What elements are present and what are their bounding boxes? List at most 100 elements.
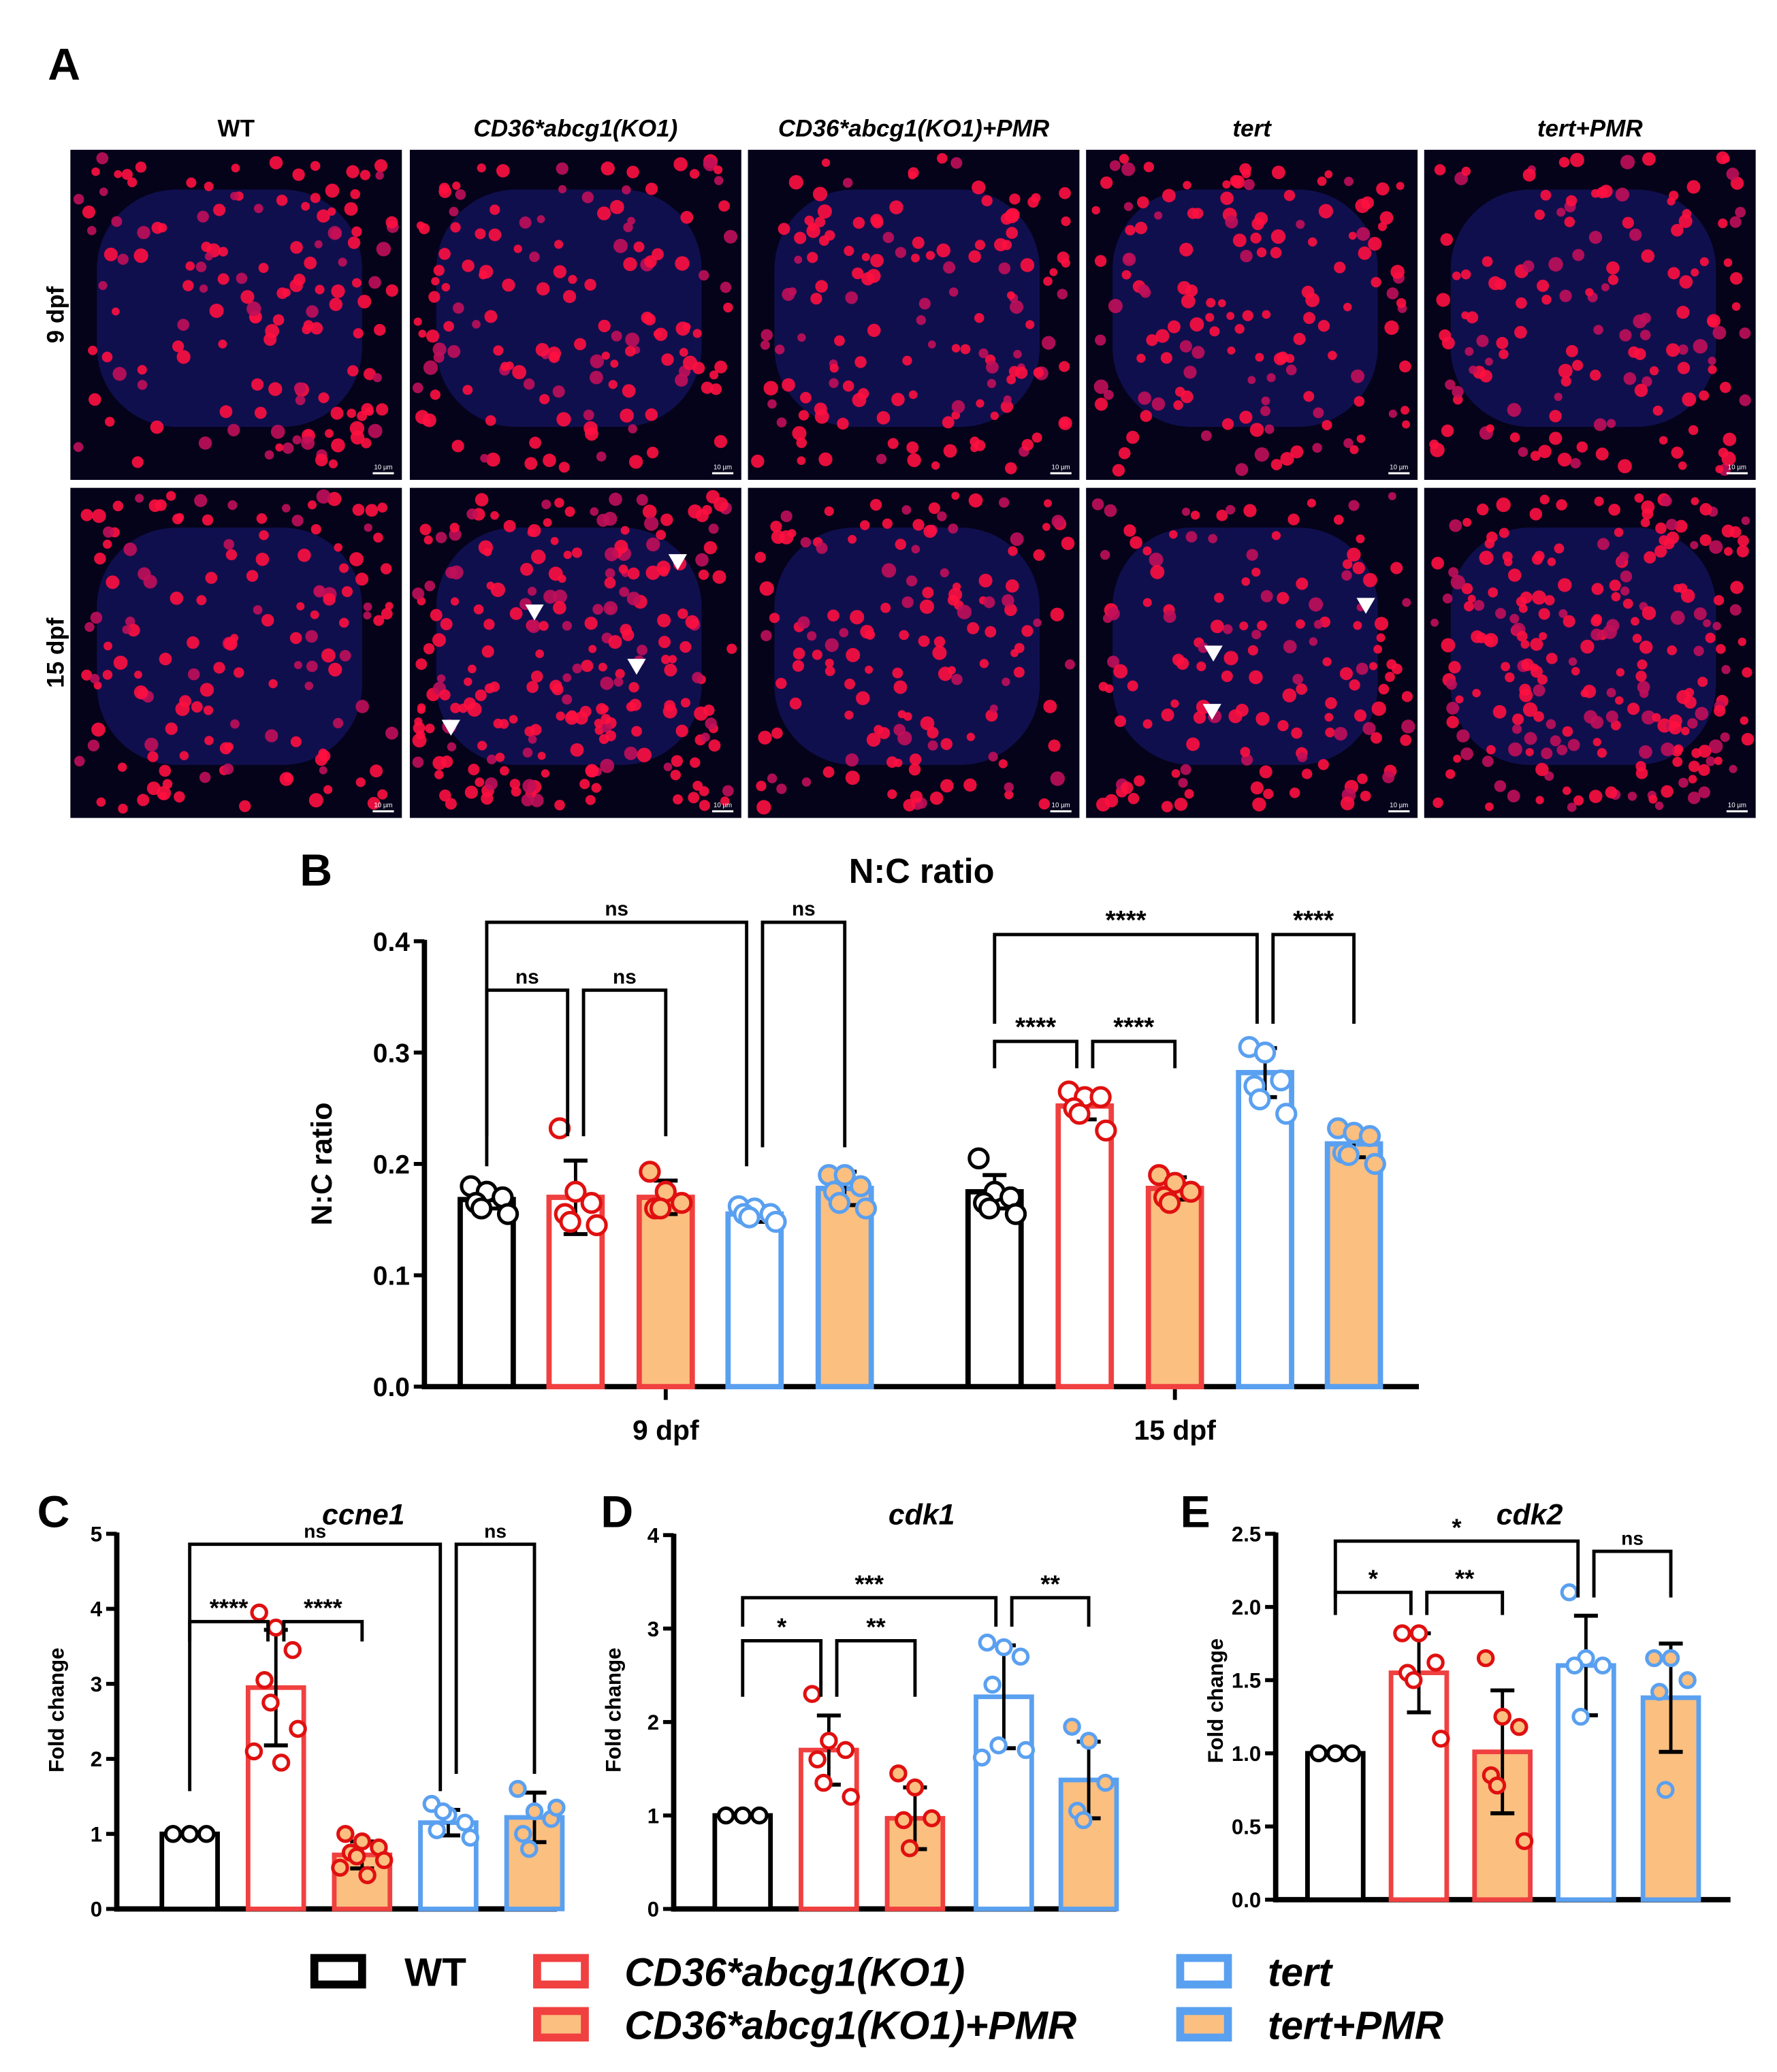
data-point: [1011, 1647, 1030, 1666]
nucleus: [1665, 519, 1678, 531]
nucleus: [1322, 419, 1332, 431]
nucleus: [102, 539, 112, 549]
nucleus: [637, 747, 652, 762]
nucleus: [605, 568, 615, 579]
nucleus: [1179, 340, 1192, 353]
significance-bracket: [454, 1542, 537, 1775]
nucleus: [1671, 223, 1684, 237]
nucleus: [1573, 795, 1584, 806]
y-axis-label: N:C ratio: [306, 1103, 338, 1226]
nucleus: [1509, 432, 1520, 442]
nucleus: [601, 722, 612, 733]
nucleus: [1356, 227, 1371, 241]
nucleus: [1668, 721, 1682, 735]
data-point: [250, 1603, 268, 1622]
nucleus: [600, 676, 614, 690]
data-point: [1089, 1086, 1112, 1108]
nucleus: [605, 730, 616, 741]
nucleus: [628, 424, 637, 434]
significance-label: ****: [1106, 906, 1147, 935]
nucleus: [1122, 253, 1136, 266]
nucleus: [903, 712, 912, 721]
nucleus: [475, 228, 486, 240]
nucleus: [1290, 445, 1304, 459]
nucleus: [1013, 666, 1025, 678]
nucleus: [793, 647, 805, 660]
nucleus: [680, 210, 694, 224]
nucleus: [1127, 680, 1138, 692]
nucleus: [1289, 787, 1300, 798]
panel-letter-b: B: [300, 845, 332, 896]
nucleus: [1541, 295, 1552, 305]
nucleus: [268, 679, 278, 689]
nucleus: [1241, 169, 1251, 178]
nucleus: [436, 674, 446, 683]
nucleus: [1596, 187, 1608, 199]
significance-bracket: [741, 1638, 823, 1697]
nucleus: [827, 609, 839, 622]
nucleus: [464, 786, 478, 799]
data-point: [814, 1773, 833, 1792]
nucleus: [524, 457, 538, 470]
nucleus: [1676, 306, 1690, 319]
nucleus: [1061, 536, 1075, 551]
nucleus: [818, 235, 829, 246]
nucleus: [870, 214, 883, 227]
nucleus: [536, 282, 550, 296]
nucleus: [850, 610, 865, 625]
nucleus: [829, 378, 839, 389]
micrograph-image: 10 µm: [1086, 150, 1418, 481]
nucleus: [376, 242, 391, 257]
nucleus: [769, 613, 780, 624]
nucleus: [622, 384, 636, 398]
significance-label: *: [1368, 1565, 1379, 1593]
nucleus: [1225, 215, 1238, 229]
nucleus: [122, 625, 131, 634]
arrowhead-icon: [1204, 645, 1223, 662]
nucleus: [1588, 790, 1603, 803]
nucleus: [146, 781, 161, 796]
nucleus: [213, 204, 226, 216]
nucleus: [910, 790, 923, 803]
nucleus: [438, 248, 451, 260]
nucleus: [895, 246, 907, 259]
nucleus: [315, 285, 325, 295]
nucleus: [1558, 157, 1570, 168]
significance-bracket: [581, 988, 668, 1137]
nucleus: [1620, 155, 1635, 169]
nucleus: [1461, 583, 1473, 595]
nucleus: [165, 722, 178, 735]
nucleus: [213, 662, 225, 674]
nucleus: [1516, 297, 1527, 309]
nucleus: [1108, 299, 1123, 314]
nucleus: [234, 667, 244, 678]
nucleus: [1667, 645, 1677, 655]
nucleus: [812, 187, 828, 201]
nucleus: [1231, 175, 1245, 189]
nucleus: [1740, 716, 1749, 725]
nucleus: [1563, 615, 1575, 628]
nucleus: [623, 257, 637, 272]
legend-label: CD36*abcg1(KO1)+PMR: [624, 2003, 1076, 2047]
nucleus: [1373, 645, 1383, 654]
nucleus: [844, 710, 854, 720]
nucleus: [1004, 782, 1014, 792]
nucleus: [368, 423, 383, 438]
nucleus: [1208, 534, 1217, 544]
nucleus: [1095, 334, 1106, 346]
nucleus: [328, 662, 342, 677]
nucleus: [1261, 396, 1270, 406]
nucleus: [592, 604, 603, 615]
nucleus: [432, 342, 447, 357]
nucleus: [304, 257, 317, 270]
nucleus: [223, 636, 238, 651]
nucleus: [351, 278, 362, 288]
nucleus: [73, 193, 84, 205]
nucleus: [695, 553, 709, 567]
scale-bar-label: 10 µm: [1728, 464, 1746, 471]
nucleus: [1050, 607, 1064, 621]
nucleus: [543, 453, 556, 468]
nucleus: [932, 645, 947, 660]
nucleus: [1193, 711, 1206, 724]
